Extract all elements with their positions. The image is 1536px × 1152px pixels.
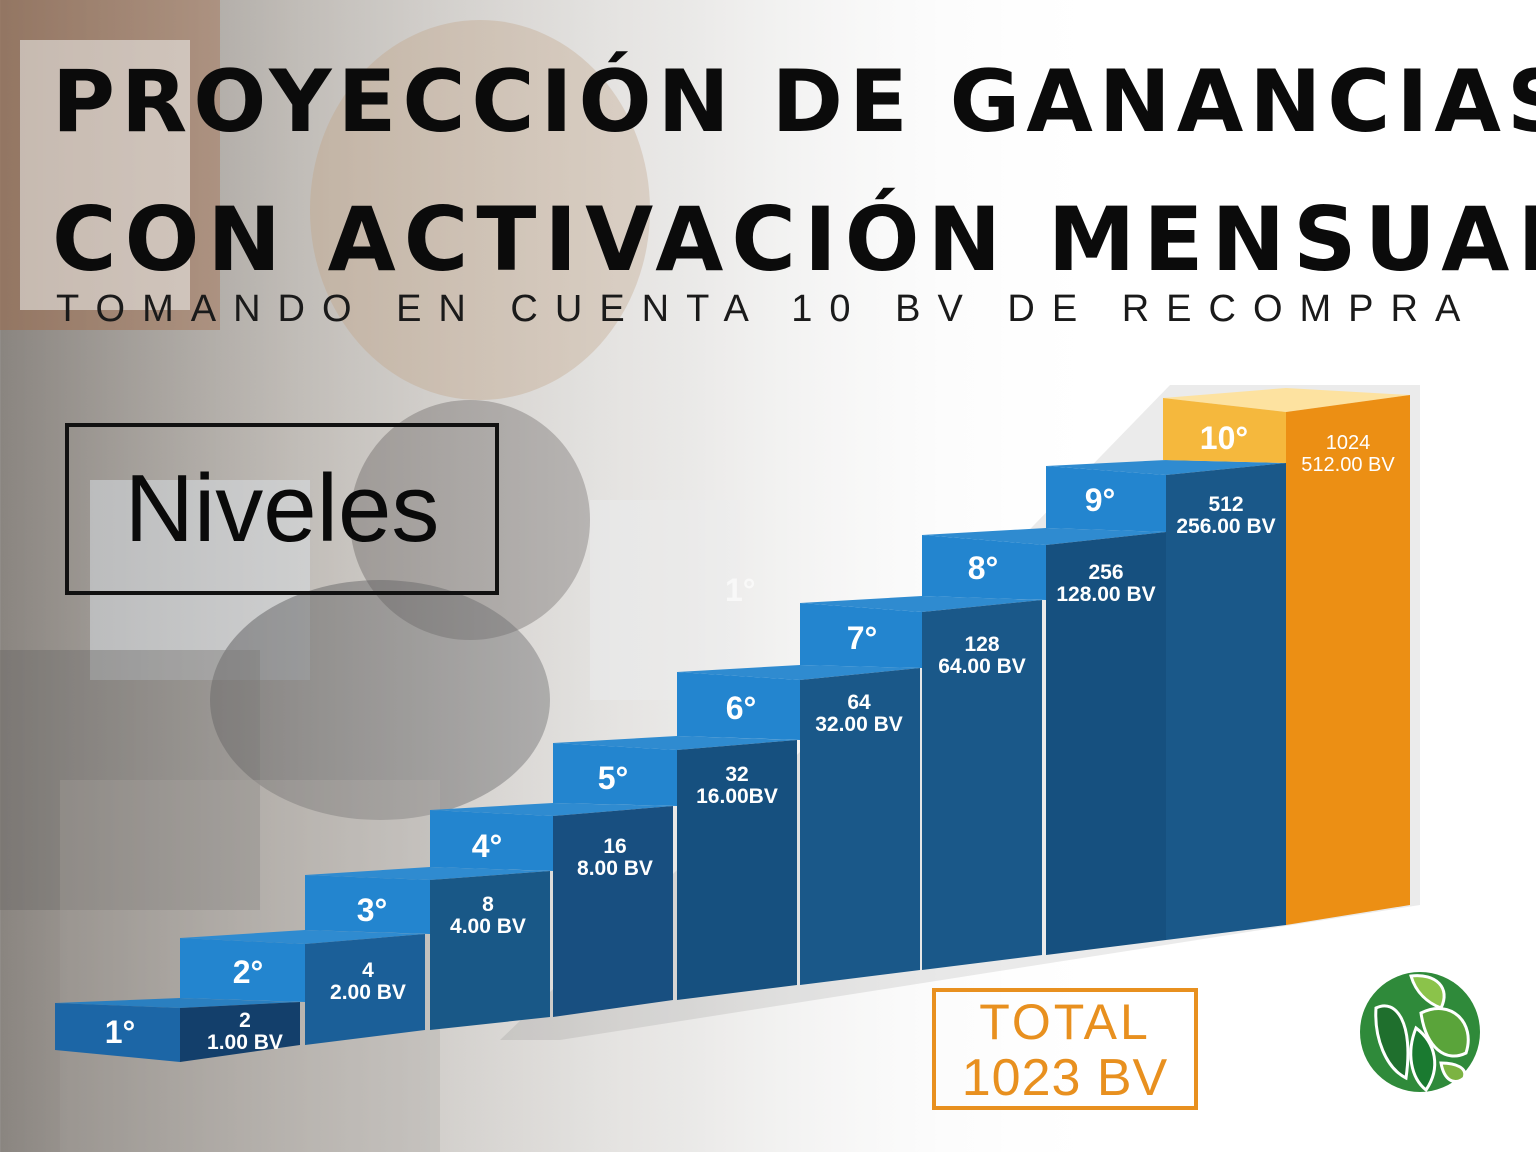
ghost-level-label: 1°: [725, 572, 756, 608]
count-8: 256: [1088, 561, 1124, 584]
bv-8: 128.00 BV: [1056, 583, 1156, 606]
value-label-3: 8 4.00 BV: [428, 894, 548, 938]
step-3: [305, 867, 550, 1030]
value-label-1: 2 1.00 BV: [185, 1010, 305, 1054]
title-line-1: PROYECCIÓN DE GANANCIAS: [52, 52, 1536, 152]
level-label-2: 2°: [232, 954, 264, 990]
niveles-box: Niveles: [65, 423, 499, 595]
count-6: 64: [847, 691, 871, 714]
count-4: 16: [603, 835, 627, 858]
count-10: 1024: [1325, 432, 1371, 454]
niveles-label: Niveles: [124, 455, 440, 562]
level-label-6: 6°: [725, 690, 757, 726]
step-4: [430, 803, 673, 1017]
value-label-5: 32 16.00BV: [677, 764, 797, 808]
bv-9: 256.00 BV: [1176, 515, 1276, 538]
level-label-5: 5°: [597, 760, 629, 796]
step-5: [553, 736, 797, 1000]
bv-4: 8.00 BV: [577, 857, 653, 880]
level-label-4: 4°: [471, 828, 503, 864]
level-label-3: 3°: [356, 892, 388, 928]
step-2: [180, 930, 425, 1045]
value-label-2: 4 2.00 BV: [308, 960, 428, 1004]
value-label-8: 256 128.00 BV: [1044, 562, 1168, 606]
count-2: 4: [362, 959, 374, 982]
leaf-circle-logo-icon: [1360, 972, 1480, 1093]
bv-1: 1.00 BV: [207, 1031, 283, 1054]
total-value: 1023 BV: [961, 1049, 1169, 1107]
subtitle: TOMANDO EN CUENTA 10 BV DE RECOMPRA: [56, 288, 1478, 330]
bv-6: 32.00 BV: [815, 713, 903, 736]
step-1: [55, 998, 300, 1062]
value-label-4: 16 8.00 BV: [555, 836, 675, 880]
total-label: TOTAL: [979, 994, 1151, 1050]
bv-2: 2.00 BV: [330, 981, 406, 1004]
bv-3: 4.00 BV: [450, 915, 526, 938]
count-1: 2: [239, 1009, 251, 1032]
value-label-9: 512 256.00 BV: [1164, 494, 1288, 538]
level-label-8: 8°: [967, 550, 999, 586]
step-10: [1163, 388, 1410, 925]
level-label-9: 9°: [1084, 482, 1116, 518]
level-label-7: 7°: [846, 620, 878, 656]
step-9: [1046, 460, 1286, 940]
count-5: 32: [725, 763, 749, 786]
bv-7: 64.00 BV: [938, 655, 1026, 678]
level-label-10: 10°: [1199, 420, 1249, 456]
count-3: 8: [482, 893, 494, 916]
level-label-1: 1°: [104, 1014, 136, 1050]
step-8: [922, 528, 1166, 955]
step-7: [800, 596, 1042, 970]
bv-5: 16.00BV: [696, 785, 778, 808]
total-box: TOTAL 1023 BV: [932, 988, 1198, 1110]
count-9: 512: [1208, 493, 1244, 516]
value-label-6: 64 32.00 BV: [798, 692, 920, 736]
count-7: 128: [964, 633, 1000, 656]
value-label-7: 128 64.00 BV: [920, 634, 1044, 678]
title-line-2: CON ACTIVACIÓN MENSUAL: [52, 188, 1536, 291]
value-label-10: 1024 512.00 BV: [1286, 432, 1410, 476]
step-6: [677, 665, 920, 985]
bv-10: 512.00 BV: [1301, 454, 1395, 476]
